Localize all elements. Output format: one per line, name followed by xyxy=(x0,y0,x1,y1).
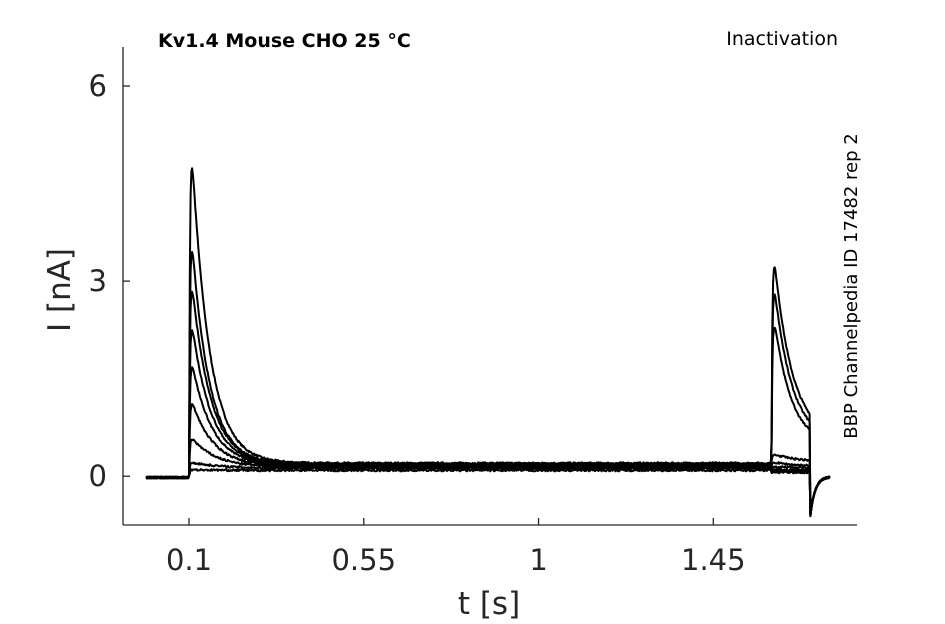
current-trace-2 xyxy=(145,251,831,516)
y-tick-label: 6 xyxy=(89,69,107,103)
current-trace-5 xyxy=(145,366,831,517)
source-label: BBP Channelpedia ID 17482 rep 2 xyxy=(841,133,862,438)
current-trace-3 xyxy=(145,290,831,518)
y-axis-label: I [nA] xyxy=(42,248,78,332)
current-trace-9 xyxy=(145,468,831,517)
x-axis-label: t [s] xyxy=(458,586,520,622)
y-tick-label: 0 xyxy=(89,459,107,493)
x-tick-label: 1.45 xyxy=(681,543,746,577)
x-tick-label: 0.1 xyxy=(166,543,212,577)
current-trace-4 xyxy=(145,329,831,516)
ticks-layer: 0.1 0.55 1 1.45 0 3 6 xyxy=(89,69,746,577)
y-tick-label: 3 xyxy=(89,264,107,298)
chart-title: Kv1.4 Mouse CHO 25 °C xyxy=(158,30,411,52)
x-tick-label: 1 xyxy=(529,543,547,577)
traces-layer xyxy=(145,167,831,518)
x-tick-label: 0.55 xyxy=(331,543,396,577)
protocol-label: Inactivation xyxy=(726,28,838,50)
